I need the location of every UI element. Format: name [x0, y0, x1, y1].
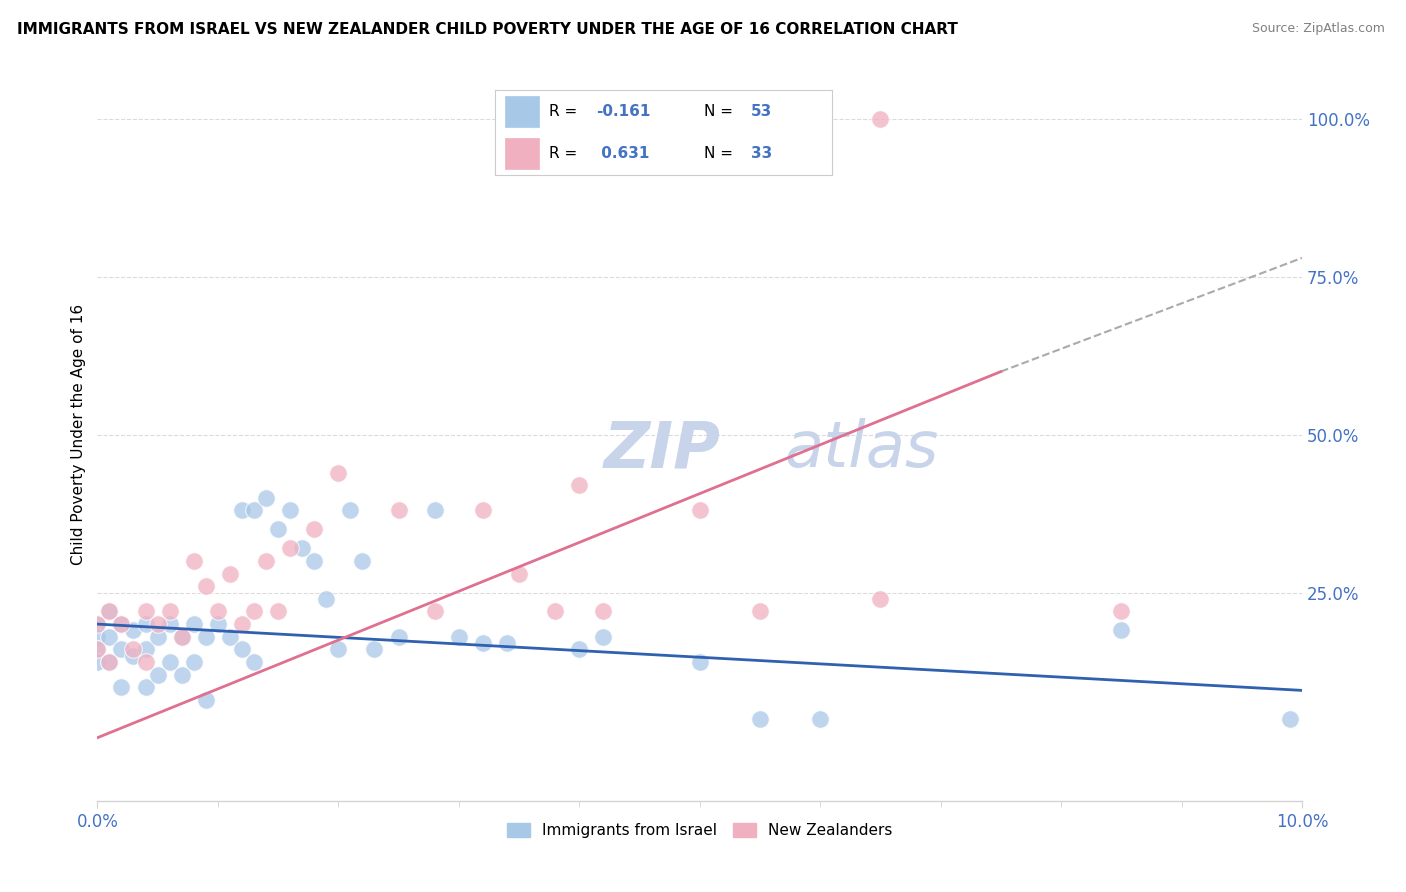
Point — [183, 554, 205, 568]
Point — [110, 617, 132, 632]
Point — [146, 667, 169, 681]
Point — [243, 503, 266, 517]
Point — [183, 617, 205, 632]
Point — [508, 566, 530, 581]
Point — [159, 617, 181, 632]
Point — [291, 541, 314, 556]
Point — [86, 617, 108, 632]
Text: Source: ZipAtlas.com: Source: ZipAtlas.com — [1251, 22, 1385, 36]
Point — [243, 605, 266, 619]
Point — [218, 630, 240, 644]
Point — [135, 605, 157, 619]
Point — [278, 503, 301, 517]
Point — [98, 630, 121, 644]
Point — [689, 503, 711, 517]
Point — [339, 503, 361, 517]
Point — [748, 605, 770, 619]
Point — [387, 630, 409, 644]
Point — [302, 554, 325, 568]
Point — [122, 648, 145, 663]
Point — [194, 579, 217, 593]
Point — [135, 617, 157, 632]
Point — [86, 642, 108, 657]
Y-axis label: Child Poverty Under the Age of 16: Child Poverty Under the Age of 16 — [72, 304, 86, 566]
Point — [254, 554, 277, 568]
Point — [1278, 712, 1301, 726]
Point — [110, 617, 132, 632]
Point — [86, 630, 108, 644]
Point — [689, 655, 711, 669]
Point — [315, 591, 337, 606]
Point — [869, 112, 891, 126]
Point — [207, 605, 229, 619]
Legend: Immigrants from Israel, New Zealanders: Immigrants from Israel, New Zealanders — [501, 817, 898, 845]
Point — [98, 655, 121, 669]
Text: atlas: atlas — [785, 418, 938, 481]
Point — [231, 617, 253, 632]
Point — [231, 503, 253, 517]
Point — [194, 693, 217, 707]
Point — [568, 478, 591, 492]
Point — [243, 655, 266, 669]
Point — [135, 642, 157, 657]
Point — [231, 642, 253, 657]
Point — [544, 605, 567, 619]
Text: IMMIGRANTS FROM ISRAEL VS NEW ZEALANDER CHILD POVERTY UNDER THE AGE OF 16 CORREL: IMMIGRANTS FROM ISRAEL VS NEW ZEALANDER … — [17, 22, 957, 37]
Point — [98, 605, 121, 619]
Point — [110, 642, 132, 657]
Point — [207, 617, 229, 632]
Point — [135, 680, 157, 694]
Point — [267, 605, 290, 619]
Point — [267, 522, 290, 536]
Point — [447, 630, 470, 644]
Point — [471, 503, 494, 517]
Point — [170, 630, 193, 644]
Point — [568, 642, 591, 657]
Point — [496, 636, 519, 650]
Point — [748, 712, 770, 726]
Point — [423, 605, 446, 619]
Point — [183, 655, 205, 669]
Text: ZIP: ZIP — [603, 418, 720, 481]
Point — [194, 630, 217, 644]
Point — [592, 630, 614, 644]
Point — [122, 624, 145, 638]
Point — [423, 503, 446, 517]
Point — [135, 655, 157, 669]
Point — [86, 655, 108, 669]
Point — [254, 491, 277, 505]
Point — [159, 605, 181, 619]
Point — [86, 642, 108, 657]
Point — [328, 642, 350, 657]
Point — [278, 541, 301, 556]
Point — [471, 636, 494, 650]
Point — [869, 591, 891, 606]
Point — [808, 712, 831, 726]
Point — [86, 617, 108, 632]
Point — [1111, 605, 1133, 619]
Point — [302, 522, 325, 536]
Point — [146, 630, 169, 644]
Point — [146, 617, 169, 632]
Point — [592, 605, 614, 619]
Point — [352, 554, 374, 568]
Point — [110, 680, 132, 694]
Point — [122, 642, 145, 657]
Point — [98, 605, 121, 619]
Point — [387, 503, 409, 517]
Point — [170, 630, 193, 644]
Point — [218, 566, 240, 581]
Point — [98, 655, 121, 669]
Point — [170, 667, 193, 681]
Point — [328, 466, 350, 480]
Point — [1111, 624, 1133, 638]
Point — [363, 642, 385, 657]
Point — [159, 655, 181, 669]
